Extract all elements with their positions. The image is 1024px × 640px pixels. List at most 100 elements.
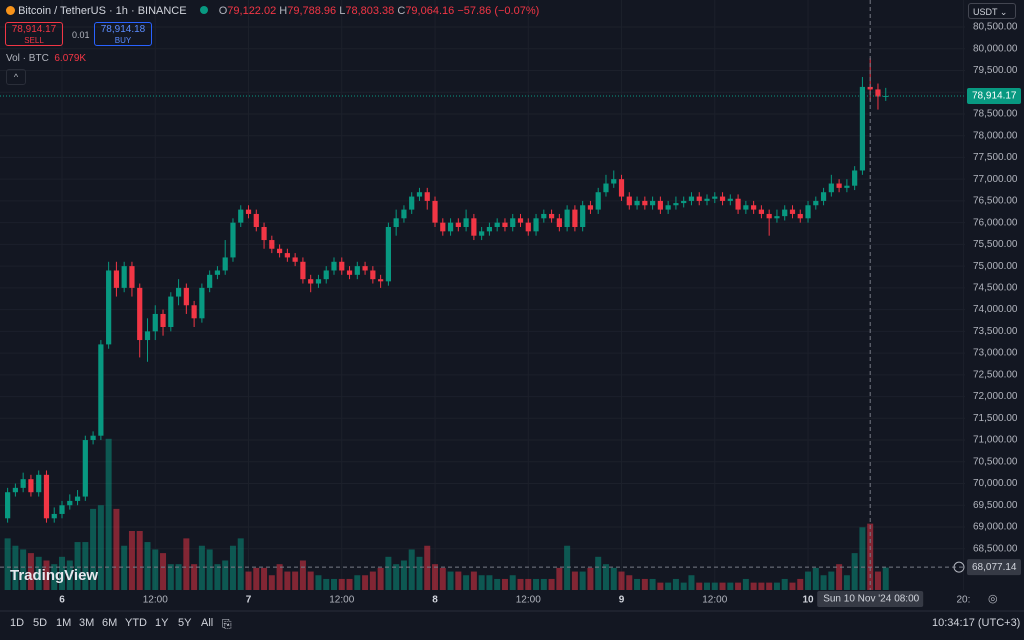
- buy-button[interactable]: 78,914.18 BUY: [94, 22, 152, 46]
- candle-body: [385, 227, 391, 282]
- volume-bar: [214, 564, 221, 590]
- volume-bar: [641, 578, 648, 590]
- currency: USDT: [973, 7, 998, 17]
- range-button[interactable]: 1M: [56, 617, 72, 629]
- y-tick-label: 69,000.00: [973, 522, 1018, 533]
- volume-bar: [789, 582, 796, 590]
- volume-bar: [20, 549, 27, 590]
- volume-bar: [206, 549, 213, 590]
- candle-body: [751, 205, 757, 210]
- range-button[interactable]: 6M: [102, 617, 118, 629]
- volume-bar: [758, 582, 765, 590]
- candle-body: [618, 179, 625, 197]
- candle-body: [74, 496, 81, 501]
- x-tick-label: 8: [432, 595, 438, 606]
- crosshair-price-label: 68,077.14: [972, 562, 1017, 573]
- volume-bar: [393, 564, 400, 590]
- volume-bar: [105, 438, 112, 590]
- candle-body: [479, 231, 485, 236]
- y-tick-label: 70,000.00: [973, 478, 1018, 489]
- candle-body: [144, 331, 151, 341]
- y-tick-label: 71,500.00: [973, 413, 1018, 424]
- volume-bar: [602, 564, 609, 590]
- candle-body: [642, 200, 648, 206]
- candle-body: [222, 257, 228, 271]
- range-button[interactable]: 5D: [33, 617, 48, 629]
- range-button[interactable]: All: [201, 617, 214, 629]
- volume-bar: [66, 560, 73, 590]
- range-button[interactable]: 5Y: [178, 617, 192, 629]
- volume-bar: [579, 571, 586, 590]
- volume-bar: [315, 575, 322, 590]
- candle-body: [688, 196, 695, 201]
- candle-body: [36, 474, 42, 493]
- x-tick-label: 12:00: [329, 595, 354, 606]
- collapse-button[interactable]: ^: [6, 69, 26, 85]
- range-button[interactable]: YTD: [125, 617, 147, 629]
- candle-body: [401, 209, 407, 219]
- volume-bar: [369, 571, 376, 590]
- candle-body: [463, 218, 469, 227]
- settings-button[interactable]: ◎: [988, 593, 998, 605]
- volume-bar: [688, 575, 695, 590]
- candle-body: [59, 505, 65, 514]
- clock: 10:34:17 (UTC+3): [932, 617, 1021, 629]
- symbol-icon: [6, 6, 15, 15]
- volume-bar: [330, 578, 337, 590]
- volume-bar: [704, 582, 711, 590]
- candle-body: [82, 440, 88, 497]
- candle-body: [269, 240, 275, 249]
- candle-body: [494, 222, 500, 227]
- x-tick-label: 12:00: [516, 595, 541, 606]
- x-tick-label: 6: [59, 595, 65, 606]
- currency-select[interactable]: USDT ⌄: [968, 3, 1016, 19]
- volume-bar: [35, 556, 42, 590]
- buy-label: BUY: [114, 36, 132, 45]
- candle-body: [541, 213, 547, 219]
- date-range-button[interactable]: ⎘: [222, 617, 232, 631]
- candle-body: [238, 209, 244, 223]
- candle-body: [820, 192, 827, 201]
- crosshair-price-tag: [967, 559, 1021, 576]
- candle-body: [564, 209, 570, 227]
- sell-button[interactable]: 78,914.17 SELL: [5, 22, 63, 46]
- volume-bar: [711, 582, 718, 590]
- candle-body: [852, 170, 858, 186]
- range-button[interactable]: 3M: [79, 617, 95, 629]
- candle-body: [43, 474, 50, 519]
- candle-body: [502, 222, 508, 227]
- range-button[interactable]: 1D: [10, 617, 25, 629]
- candle-body: [634, 200, 640, 206]
- range-button[interactable]: 1Y: [155, 617, 169, 629]
- y-tick-label: 76,000.00: [973, 217, 1018, 228]
- candle-body: [556, 218, 562, 227]
- candle-body: [844, 185, 850, 188]
- candle-body: [517, 218, 524, 223]
- volume-bar: [90, 508, 97, 590]
- volume-bar: [377, 567, 384, 590]
- symbol-legend: Bitcoin / TetherUS · 1h · BINANCE O79,12…: [6, 5, 539, 17]
- y-tick-label: 72,000.00: [973, 391, 1018, 402]
- volume-bar: [152, 549, 159, 590]
- watermark: TradingView: [10, 567, 98, 584]
- y-tick-label: 80,500.00: [973, 22, 1018, 33]
- y-tick-label: 68,500.00: [973, 543, 1018, 554]
- volume-bar: [237, 538, 244, 590]
- volume-bar: [665, 582, 672, 590]
- volume-bar: [672, 578, 679, 590]
- candle-body: [331, 261, 337, 271]
- volume-bar: [43, 560, 50, 590]
- volume-bar: [859, 527, 866, 590]
- candle-body: [230, 222, 236, 258]
- candle-body: [362, 266, 368, 271]
- volume-bar: [385, 556, 392, 590]
- change: −57.86 (−0.07%): [457, 5, 540, 17]
- volume-bar: [323, 578, 330, 590]
- volume-bar: [805, 571, 812, 590]
- candle-body: [191, 305, 197, 319]
- candle-body: [207, 274, 213, 288]
- candle-body: [253, 213, 259, 227]
- candle-body: [20, 479, 26, 488]
